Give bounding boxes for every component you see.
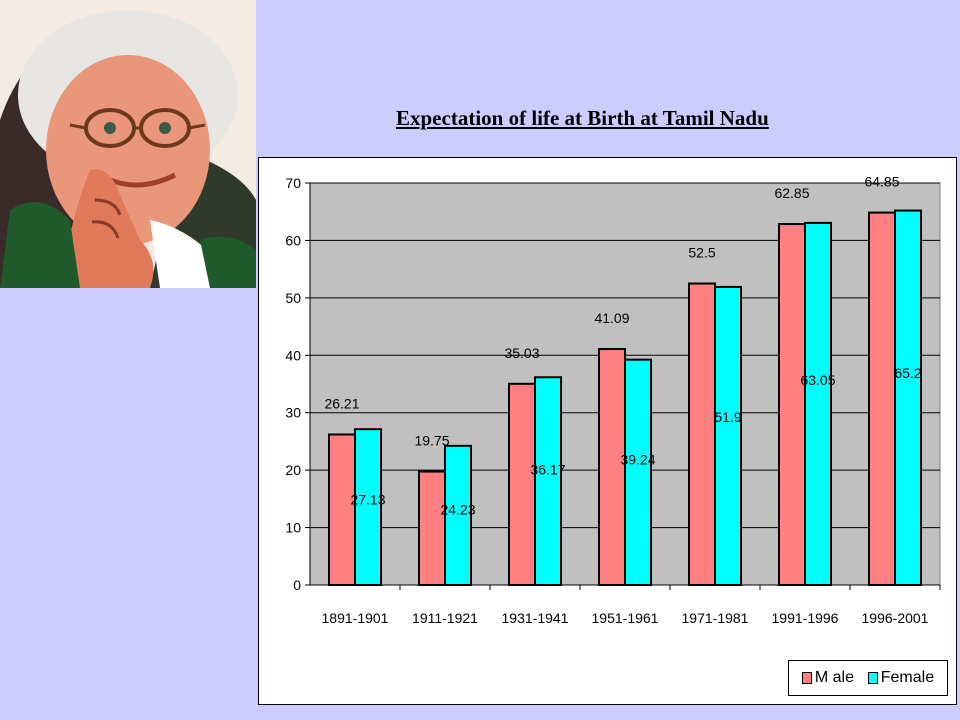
- bar-female: [894, 209, 922, 587]
- legend-item-male: M ale: [801, 669, 854, 687]
- data-label-female: 39.24: [620, 451, 655, 467]
- chart-legend: M ale Female: [788, 660, 948, 696]
- data-label-female: 36.17: [530, 462, 565, 478]
- chart-frame: 0 10 20 30 40 50 60 70 1891-1901 1911-1921 1931-19…: [258, 157, 957, 705]
- x-category-label: 1951-1961: [592, 610, 659, 626]
- legend-item-female: Female: [867, 669, 935, 687]
- y-tick-label: 30: [285, 405, 301, 421]
- legend-swatch-female: [867, 672, 878, 684]
- bar-female: [714, 285, 742, 586]
- x-category-label: 1911-1921: [412, 610, 478, 626]
- legend-swatch-male: [801, 672, 812, 684]
- y-tick-label: 20: [285, 462, 301, 478]
- data-label-female: 63.05: [800, 372, 835, 388]
- bar-male: [418, 470, 446, 587]
- elderly-woman-illustration: [0, 0, 256, 288]
- x-category-label: 1931-1941: [502, 610, 569, 626]
- bar-female: [534, 376, 562, 586]
- x-category-label: 1996-2001: [862, 610, 929, 626]
- y-tick-label: 50: [285, 290, 301, 306]
- data-label-female: 51.9: [714, 409, 741, 425]
- data-label-male: 19.75: [414, 433, 449, 449]
- data-label-male: 35.03: [504, 345, 539, 361]
- data-label-female: 27.13: [350, 492, 385, 508]
- bar-male: [598, 348, 626, 586]
- life-expectancy-bar-chart: 0 10 20 30 40 50 60 70 1891-1901 1911-1921 1931-19…: [285, 174, 941, 626]
- bar-male: [868, 211, 896, 586]
- x-category-label: 1891-1901: [322, 610, 389, 626]
- legend-label-male: M ale: [814, 669, 854, 686]
- bar-female: [354, 428, 382, 586]
- bar-female: [804, 221, 832, 586]
- bar-female: [624, 358, 652, 586]
- y-tick-label: 0: [293, 577, 301, 593]
- data-label-male: 62.85: [774, 185, 809, 201]
- x-category-label: 1971-1981: [682, 610, 749, 626]
- x-category-label: 1991-1996: [772, 610, 839, 626]
- y-tick-label: 40: [285, 347, 301, 363]
- data-label-male: 64.85: [864, 174, 899, 190]
- data-label-male: 52.5: [688, 245, 715, 261]
- data-label-female: 24.23: [440, 501, 475, 517]
- data-label-female: 65.2: [894, 365, 921, 381]
- y-tick-label: 70: [285, 175, 301, 191]
- data-label-male: 26.21: [324, 395, 359, 411]
- y-tick-label: 10: [285, 520, 301, 536]
- bar-male: [508, 382, 536, 586]
- bar-female: [444, 444, 472, 587]
- bar-male: [778, 223, 806, 586]
- slide-title: Expectation of life at Birth at Tamil Na…: [396, 106, 769, 130]
- bar-male: [328, 433, 356, 586]
- y-tick-label: 60: [285, 232, 301, 248]
- data-label-male: 41.09: [594, 310, 629, 326]
- bar-male: [688, 282, 716, 586]
- legend-label-female: Female: [880, 669, 935, 686]
